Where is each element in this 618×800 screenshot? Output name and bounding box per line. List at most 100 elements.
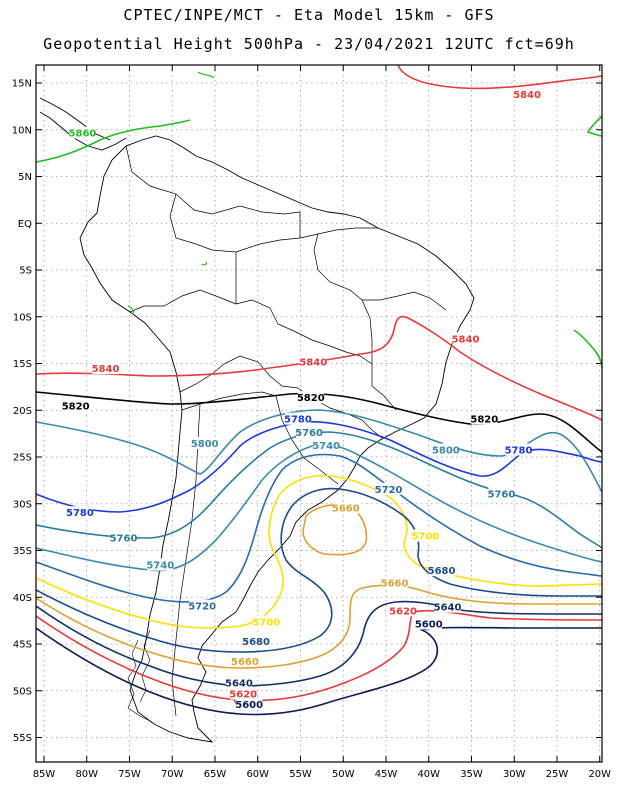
contour-label-background (428, 564, 455, 577)
contour-label-background (191, 436, 218, 449)
lon-tick-label: 40W (417, 769, 440, 780)
contour-label: 5840 (299, 358, 327, 369)
lon-tick-label: 50W (332, 769, 355, 780)
contour-label: 5840 (452, 334, 480, 345)
contour-labels: 5840 5860 5840 5840 5840 5820 5820 5820 5780 5760… (62, 88, 541, 711)
contour-5840-main (36, 315, 602, 421)
contour-label: 5740 (312, 441, 340, 452)
contour-5680 (36, 487, 602, 653)
lat-tick-label: 45S (13, 640, 32, 651)
contour-label: 5620 (389, 606, 417, 617)
contour-label-background (297, 391, 324, 404)
lat-tick-label: 5N (18, 172, 32, 183)
contour-5640 (36, 600, 602, 687)
contour-label: 5640 (225, 678, 253, 689)
contour-label: 5640 (434, 603, 462, 614)
contour-label-background (92, 362, 119, 375)
contour-label-background (243, 635, 270, 648)
contour-label-background (110, 531, 137, 544)
contour-label: 5680 (242, 637, 270, 648)
contour-label: 5760 (295, 428, 323, 439)
contour-label: 5800 (432, 446, 460, 457)
contour-5820 (36, 391, 602, 453)
contour-5660 (36, 584, 602, 669)
contour-label: 5600 (415, 619, 443, 630)
contour-label: 5720 (375, 485, 403, 496)
lon-tick-label: 55W (289, 769, 312, 780)
lon-tick-label: 45W (375, 769, 398, 780)
latitude-tick-labels: 15N 10N 5N EQ 5S 10S 15S 20S 25S 30S 35S 40S 45S 50S 5… (12, 79, 602, 744)
patagonia-islands (127, 629, 153, 723)
contour-label: 5760 (110, 533, 138, 544)
lon-tick-label: 80W (75, 769, 98, 780)
geopotential-contours (36, 65, 602, 716)
contour-label-background (225, 676, 252, 689)
lat-tick-label: 20S (13, 406, 32, 417)
contour-label: 5780 (505, 446, 533, 457)
south-america-coastline (79, 135, 475, 743)
contour-label-background (69, 126, 96, 139)
lat-tick-label: 35S (13, 546, 32, 557)
lat-tick-label: 50S (13, 686, 32, 697)
contour-label-background (505, 443, 532, 456)
contour-label: 5780 (66, 508, 94, 519)
contour-5880-north (36, 119, 191, 163)
contour-label: 5680 (428, 566, 456, 577)
lon-tick-label: 85W (33, 769, 56, 780)
central-america-coastline (39, 97, 127, 151)
contour-label-background (253, 615, 280, 628)
lat-tick-label: 30S (13, 499, 32, 510)
contour-5660-west-green (127, 71, 215, 315)
lon-tick-label: 75W (118, 769, 141, 780)
lon-tick-label: 65W (204, 769, 227, 780)
lat-tick-label: 10N (12, 125, 32, 136)
contour-label-background (381, 576, 408, 589)
contour-5620 (36, 609, 602, 702)
lon-tick-label: 30W (503, 769, 526, 780)
contour-label-background (313, 438, 340, 451)
contour-5600 (36, 626, 602, 716)
contour-label: 5860 (69, 129, 97, 140)
contour-label: 5820 (62, 402, 90, 413)
lon-tick-label: 25W (546, 769, 569, 780)
contour-label: 5780 (284, 415, 312, 426)
contour-label: 5660 (381, 578, 409, 589)
contour-label-background (62, 399, 89, 412)
lat-tick-label: 15N (12, 79, 32, 90)
contour-label-background (488, 487, 515, 500)
contour-label-background (412, 529, 439, 542)
contour-label-background (375, 482, 402, 495)
contour-label-background (231, 654, 258, 667)
map-title: CPTEC/INPE/MCT - Eta Model 15km - GFS (123, 6, 495, 24)
contour-5780 (36, 420, 602, 513)
contour-label-background (415, 617, 442, 630)
lon-tick-label: 60W (246, 769, 269, 780)
contour-label-background (390, 604, 417, 617)
contour-label: 5760 (488, 489, 516, 500)
contour-label: 5820 (297, 393, 325, 404)
lon-tick-label: 20W (588, 769, 611, 780)
lat-tick-label: 10S (13, 312, 32, 323)
contour-label: 5720 (188, 602, 216, 613)
contour-label-background (434, 600, 461, 613)
contour-label-background (284, 412, 311, 425)
lat-tick-label: 5S (19, 266, 32, 277)
lat-tick-label: 55S (13, 733, 32, 744)
contour-label-background (66, 506, 93, 519)
contour-label: 5840 (92, 364, 120, 375)
contour-5800 (36, 409, 602, 493)
contour-label: 5660 (332, 503, 360, 514)
contour-5760 (36, 431, 602, 549)
contour-5720 (36, 453, 602, 603)
contour-label-background (189, 599, 216, 612)
contour-label-background (296, 425, 323, 438)
contour-label-background (147, 558, 174, 571)
longitude-tick-labels: 85W 80W 75W 70W 65W 60W 55W 50W 45W 40W 35W 30W 25W 2… (33, 65, 611, 780)
contour-label: 5840 (513, 90, 541, 101)
lat-tick-label: 15S (13, 359, 32, 370)
contour-label-background (471, 412, 498, 425)
contour-5880-east (573, 115, 602, 369)
contour-label-background (300, 355, 327, 368)
contour-label-background (432, 443, 459, 456)
